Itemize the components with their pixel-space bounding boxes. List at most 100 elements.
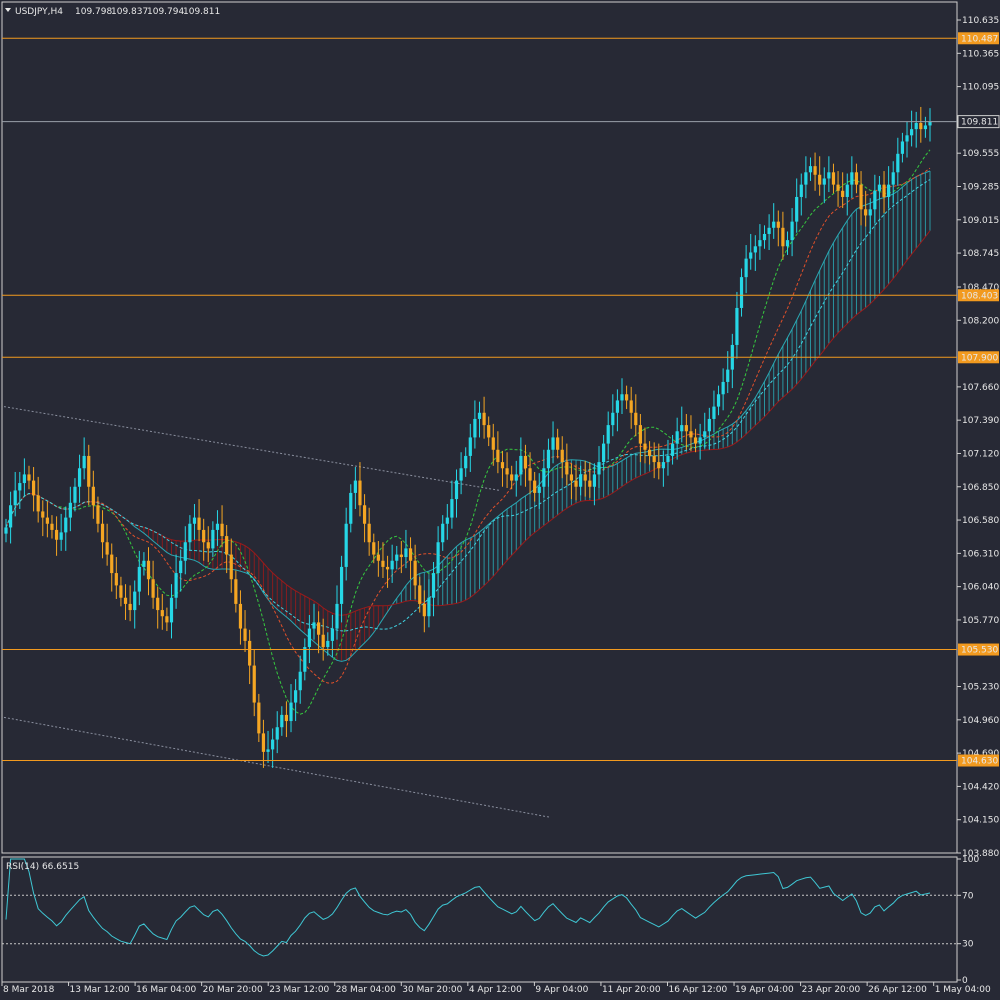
candle-bull [514, 474, 518, 481]
candle-bull [22, 474, 26, 484]
candle-bull [289, 702, 293, 722]
candle-bear [316, 622, 321, 635]
candle-bull [280, 714, 284, 728]
rsi-axis-label: 0 [962, 976, 968, 986]
candle-bear [114, 573, 118, 586]
ohlc-close-value: 109.811 [183, 7, 220, 17]
price-axis-label: 108.745 [962, 249, 999, 259]
candle-bull [344, 523, 348, 567]
candle-bull [896, 153, 900, 173]
price-axis-label: 105.230 [962, 683, 999, 693]
candle-bull [468, 437, 472, 456]
candle-bull [772, 221, 776, 228]
candle-bear [252, 665, 256, 703]
candle-bear [399, 554, 403, 558]
candle-bull [8, 505, 13, 528]
candle-bear [50, 523, 54, 530]
price-axis-label: 110.635 [962, 16, 999, 26]
candle-bear [624, 394, 629, 401]
candle-bull [68, 502, 72, 518]
candle-bull [133, 591, 137, 611]
candle-bull [900, 141, 905, 154]
candle-bull [454, 480, 459, 500]
price-axis-label: 109.015 [962, 216, 999, 226]
price-axis-label: 106.040 [962, 583, 999, 593]
triangle-down-icon[interactable] [5, 8, 11, 12]
candle-bull [307, 628, 312, 648]
time-axis-label: 26 Apr 12:00 [868, 985, 927, 995]
candle-bull [546, 449, 551, 469]
candle-bear [229, 554, 233, 580]
candle-bull [82, 455, 86, 469]
candle-bull [211, 529, 215, 549]
candle-bull [795, 196, 799, 222]
level-label-bg [958, 643, 999, 656]
candle-bear [119, 585, 123, 598]
candle-bear [818, 174, 822, 185]
candle-bull [675, 431, 679, 444]
time-axis-label: 19 Apr 04:00 [735, 985, 794, 995]
candle-bull [179, 560, 183, 574]
price-axis-label: 107.660 [962, 383, 999, 393]
candle-bear [45, 517, 49, 524]
price-axis-label: 103.880 [962, 849, 999, 859]
candle-bull [169, 597, 174, 623]
candle-bull [330, 628, 334, 641]
candle-bear [864, 209, 868, 216]
candle-bull [450, 499, 454, 518]
ohlc-open-value: 109.798 [75, 7, 112, 17]
current-price-label-bg [957, 115, 1000, 129]
candle-bull [615, 400, 620, 413]
candle-bear [27, 474, 31, 481]
candle-bull [910, 129, 914, 136]
candle-bear [693, 437, 698, 444]
candle-bear [510, 474, 514, 481]
rsi-axis-label: 70 [962, 891, 974, 901]
candle-bull [183, 542, 187, 561]
candle-bull [928, 121, 932, 126]
candle-bull [923, 125, 928, 130]
candle-bull [808, 166, 813, 173]
candle-bull [753, 246, 757, 253]
rsi-pane-frame [1, 856, 958, 983]
time-axis-label: 23 Apr 20:00 [802, 985, 861, 995]
ma-slow-line [5, 179, 931, 632]
candle-bull [707, 418, 711, 432]
price-axis-label: 104.420 [962, 782, 999, 792]
candle-bull [887, 184, 891, 197]
price-axis-label: 106.310 [962, 549, 999, 559]
candle-bull [445, 517, 449, 524]
time-axis-label: 8 Mar 2018 [3, 985, 55, 995]
candle-bear [248, 640, 252, 666]
candle-bull [4, 527, 8, 534]
candle-bear [574, 480, 578, 487]
candle-bear [505, 468, 509, 475]
level-label-bg [958, 32, 999, 45]
candle-bear [128, 603, 132, 611]
candle-bull [73, 486, 77, 503]
candle-bull [339, 566, 344, 604]
candle-bull [395, 554, 399, 561]
price-axis-label: 107.390 [962, 416, 999, 426]
price-axis-label: 104.150 [962, 816, 999, 826]
candle-bear [372, 542, 376, 555]
candle-bull [914, 122, 918, 130]
candle-bear [556, 437, 560, 450]
candle-bear [652, 455, 656, 463]
candle-bear [882, 184, 886, 197]
candle-bull [666, 455, 670, 463]
candle-bear [859, 184, 863, 210]
price-axis-label: 106.580 [962, 516, 999, 526]
candle-bull [349, 492, 353, 524]
candle-bull [799, 184, 803, 197]
candle-bear [206, 542, 210, 549]
candle-bull [877, 184, 882, 191]
ma-mid-line [5, 167, 931, 684]
ohlc-low-value: 109.794 [147, 7, 184, 17]
candle-bear [418, 585, 422, 604]
candle-bull [519, 455, 523, 475]
candle-bull [266, 749, 270, 752]
price-axis-label: 109.285 [962, 182, 999, 192]
candle-bear [422, 603, 426, 617]
